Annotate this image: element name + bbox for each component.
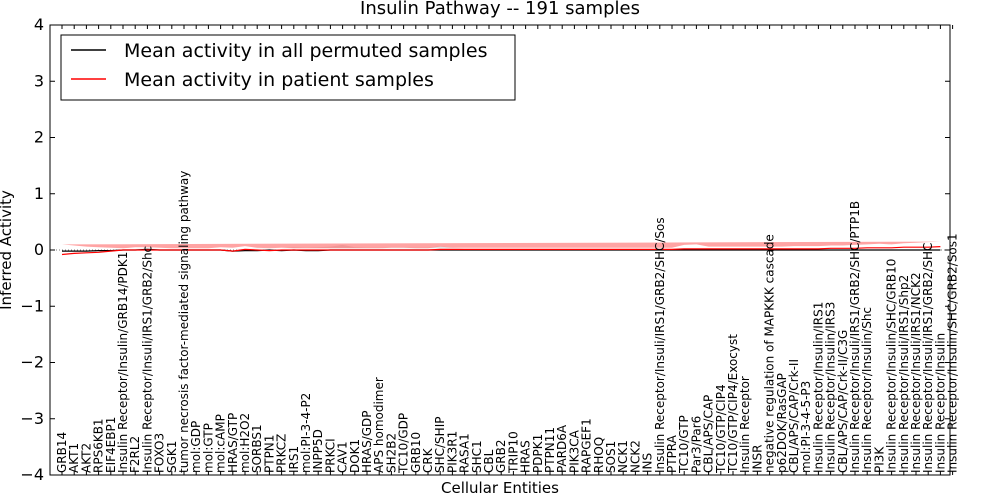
x-tick-label: Insulin Receptor/Insulin/IRS3 (824, 302, 838, 473)
x-tick-label: Insulin Receptor/Insuli/IRS1/GRB2/SHC/PT… (848, 201, 862, 473)
x-tick-label: CBL (482, 449, 496, 473)
x-tick-label: TC10/GTP/CIP4/Exocyst (726, 334, 740, 474)
x-tick-label: TC10/GDP (397, 413, 411, 474)
x-tick-label: mol:H2O2 (238, 413, 252, 473)
y-tick-label: −2 (20, 353, 44, 372)
x-tick-label: CBL/APS/CAP (702, 395, 716, 473)
x-tick-label: Insulin Receptor/Insulin/IRS1 (811, 302, 825, 473)
x-tick-label: INSR (750, 445, 764, 473)
x-tick-label: RPS6KB1 (92, 418, 106, 473)
x-tick-label: Insulin Receptor/Insulin/Shc (860, 307, 874, 473)
legend: Mean activity in all permuted samples Mea… (60, 34, 516, 101)
x-tick-label: TC10/GTP/CIP4 (714, 384, 728, 474)
x-tick-label: SHC/SHIP (433, 417, 447, 473)
x-tick-label: PARD6A (555, 424, 569, 473)
x-tick-label: RAPGEF1 (580, 418, 594, 473)
x-tick-label: PRKCZ (275, 434, 289, 473)
x-tick-label: EIF4EBP1 (104, 417, 118, 473)
y-tick-label: 4 (34, 15, 44, 34)
x-tick-label: TC10/GTP (677, 415, 691, 474)
series-line-patient (61, 246, 941, 256)
x-tick-label: SOS1 (604, 441, 618, 473)
x-tick-label: GRB2 (494, 439, 508, 473)
y-tick-label: −3 (20, 409, 44, 428)
x-tick-label: mol:GTP (201, 423, 215, 473)
x-tick-label: p62DOK/RasGAP (775, 373, 789, 473)
x-tick-label: INS (641, 453, 655, 473)
x-tick-label: mol:GDP (189, 421, 203, 473)
chart-title: Insulin Pathway -- 191 samples (360, 0, 640, 19)
x-tick-label: Insulin Receptor/Insulin (933, 333, 947, 473)
confidence-bands (62, 241, 941, 249)
x-tick-label: mol:PI-3-4-5-P3 (799, 381, 813, 473)
x-tick-label: INPP5D (311, 429, 325, 473)
x-tick-label: APS homodimer (372, 377, 386, 473)
band-permuted (62, 244, 941, 249)
x-tick-label: Par3/Par6 (689, 416, 703, 473)
x-tick-label: PTPN1 (262, 435, 276, 473)
x-tick-label: DOK1 (348, 439, 362, 473)
legend-label-permuted: Mean activity in all permuted samples (124, 40, 487, 62)
x-tick-label: F2RL2 (128, 436, 142, 473)
x-tick-label: AKT2 (79, 443, 93, 473)
x-tick-label: HRAS/GTP (226, 413, 240, 473)
y-tick-label: −1 (20, 296, 44, 315)
x-tick-label: negative regulation of MAPKKK cascade (763, 234, 777, 473)
x-tick-label: tumor necrosis factor-mediated signaling… (177, 171, 191, 473)
x-tick-label: Insulin Receptor/Insuli/IRS1/GRB2/Shc (140, 246, 154, 473)
x-tick-label: IRS1 (287, 446, 301, 473)
x-tick-label: SGK1 (165, 441, 179, 473)
y-tick-label: 0 (34, 240, 44, 259)
x-tick-label: NCK2 (628, 440, 642, 473)
y-tick-label: 2 (34, 128, 44, 147)
x-tick-label: HRAS (519, 440, 533, 473)
x-tick-label: Insulin Receptor/Insuli/IRS1/Shp2 (897, 275, 911, 473)
x-tick-label: TRIP10 (506, 431, 520, 474)
x-tick-label: NCK1 (616, 440, 630, 473)
x-tick-label: Insulin Receptor/Insuli/IRS1/NCK2 (909, 272, 923, 473)
x-tick-label: GRB10 (409, 432, 423, 473)
x-tick-label: SH2B2 (384, 433, 398, 473)
x-tick-label: Insulin Receptor (738, 376, 752, 473)
x-tick-label: RHOQ (592, 437, 606, 473)
y-axis-label: Inferred Activity (0, 190, 15, 310)
legend-box (60, 34, 516, 101)
x-tick-label: Insulin Receptor/Insuli/IRS1/GRB2/SHC/So… (653, 217, 667, 473)
x-tick-label: PRKCI (323, 438, 337, 473)
x-tick-label: Insulin Receptor/Insulin/SHC/GRB10 (885, 259, 899, 473)
x-tick-label: AKT1 (67, 443, 81, 473)
x-tick-label: PTPRA (665, 434, 679, 473)
x-tick-label: SORBS1 (250, 424, 264, 473)
x-tick-label: SHC1 (470, 440, 484, 473)
x-tick-label: CBL/APS/CAP/Crk-II (787, 359, 801, 473)
x-tick-label: mol:PI-3-4-P2 (299, 393, 313, 473)
x-tick-label: PIK3CA (567, 429, 581, 473)
x-tick-label: CRK (421, 447, 435, 473)
y-tick-label: 1 (34, 184, 44, 203)
x-tick-label: Insulin Receptor/Insulin/GRB14/PDK1 (116, 252, 130, 473)
x-tick-label: GRB14 (55, 432, 69, 473)
y-axis-ticks: −4 −3 −2 −1 0 1 2 3 4 (20, 15, 950, 484)
x-axis-label: Cellular Entities (441, 479, 559, 497)
x-tick-label: RASA1 (458, 433, 472, 473)
x-tick-label: FOXO3 (153, 433, 167, 473)
legend-label-patient: Mean activity in patient samples (124, 69, 434, 91)
y-tick-label: −4 (20, 465, 44, 484)
x-tick-label: CBL/APS/CAP/Crk-II/C3G (836, 330, 850, 473)
x-tick-label: PIK3R1 (445, 431, 459, 473)
x-tick-label: Insulin Receptor/Insuli/IRS1/GRB2/SHC (921, 243, 935, 473)
band-patient (62, 241, 941, 249)
x-tick-label: PI3K (872, 446, 886, 473)
x-tick-label: PDPK1 (531, 434, 545, 473)
y-tick-label: 3 (34, 71, 44, 90)
x-tick-label: Insulin Receptor/Insulin/SHC/GRB2/Sos1 (946, 233, 960, 473)
x-tick-label: mol:cAMP (214, 414, 228, 473)
series-lines (61, 246, 941, 256)
x-tick-label: HRAS/GDP (360, 410, 374, 473)
x-tick-label: CAV1 (336, 441, 350, 473)
x-tick-label: PTPN11 (543, 427, 557, 473)
